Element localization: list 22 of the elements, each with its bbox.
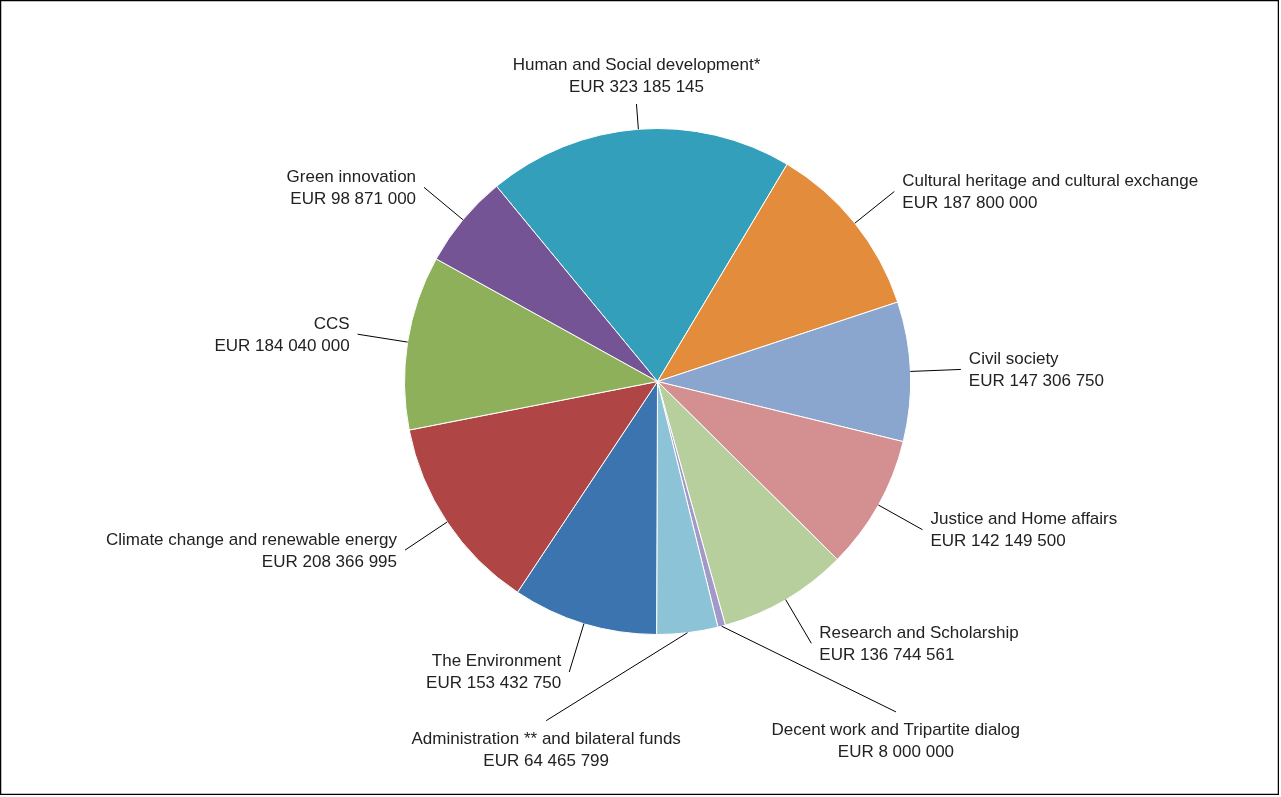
slice-label: CCS bbox=[313, 313, 350, 333]
data-label: EUR 153 432 750 bbox=[426, 673, 562, 693]
data-label: EUR 208 366 995 bbox=[261, 551, 398, 571]
data-label: EUR 323 185 145 bbox=[568, 77, 705, 96]
slice-label: Civil society bbox=[968, 348, 1060, 368]
data-label: EUR 98 871 000 bbox=[290, 188, 417, 208]
data-label: EUR 142 149 500 bbox=[930, 531, 1066, 551]
slice-label: The Environment bbox=[431, 651, 562, 671]
slice-label: Cultural heritage and cultural exchange bbox=[902, 171, 1199, 191]
slice-label: Human and Social development* bbox=[512, 55, 761, 74]
data-label: EUR 64 465 799 bbox=[483, 750, 610, 770]
data-label: EUR 8 000 000 bbox=[837, 741, 955, 761]
data-label: EUR 136 744 561 bbox=[819, 644, 955, 664]
data-label: EUR 147 306 750 bbox=[968, 370, 1105, 390]
data-label: EUR 184 040 000 bbox=[214, 335, 350, 355]
slice-label: Decent work and Tripartite dialog bbox=[771, 719, 1021, 739]
slice-label: Climate change and renewable energy bbox=[105, 529, 398, 549]
data-label: EUR 187 800 000 bbox=[902, 193, 1038, 213]
slice-label: Justice and Home affairs bbox=[930, 509, 1118, 529]
slice-label: Green innovation bbox=[286, 166, 417, 186]
slice-label: Administration ** and bilateral funds bbox=[411, 728, 681, 748]
slice-label: Research and Scholarship bbox=[819, 622, 1019, 642]
